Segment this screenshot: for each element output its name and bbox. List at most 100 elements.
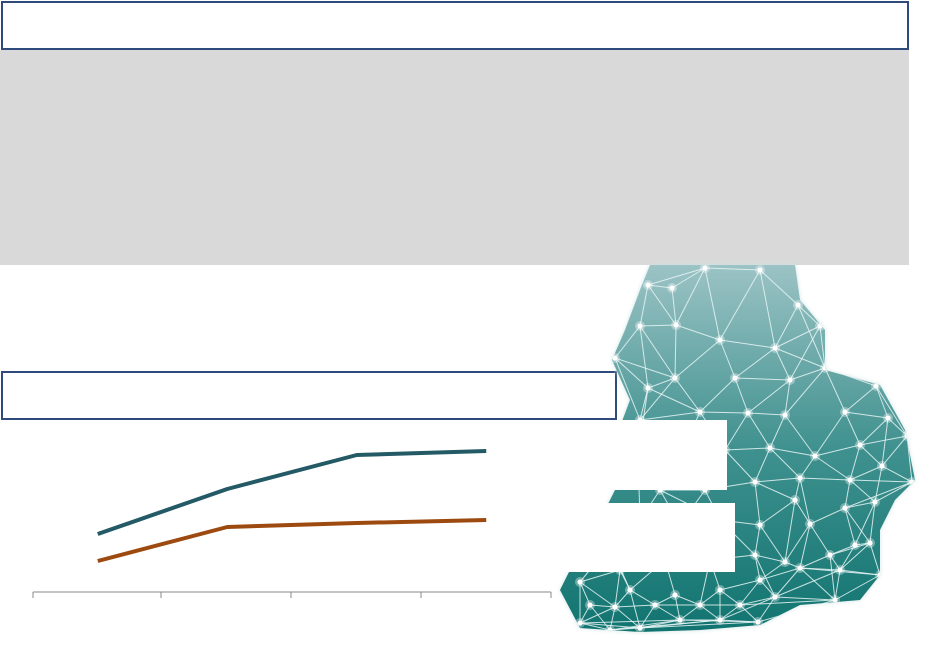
- network-edge: [704, 267, 721, 341]
- network-edge: [674, 339, 721, 379]
- network-node: [782, 412, 788, 418]
- network-edge: [579, 604, 591, 624]
- network-edge: [844, 501, 876, 509]
- network-edge: [819, 325, 826, 369]
- series-line: [97, 518, 487, 563]
- network-node: [607, 627, 613, 632]
- network-edge: [639, 619, 721, 629]
- network-node: [697, 409, 703, 415]
- network-edge: [774, 567, 801, 598]
- header-box: [1, 1, 909, 50]
- network-edge: [754, 447, 771, 483]
- network-edge: [614, 325, 641, 359]
- network-edge: [739, 599, 836, 606]
- network-edge: [734, 377, 749, 414]
- network-edge: [809, 523, 831, 556]
- network-edge: [671, 267, 706, 289]
- network-node: [873, 383, 879, 389]
- network-edge: [647, 377, 676, 389]
- network-edge: [747, 379, 791, 414]
- network-node: [782, 559, 788, 565]
- network-edge: [639, 324, 677, 327]
- network-edge: [719, 339, 736, 379]
- network-edge: [654, 604, 681, 621]
- network-edge: [609, 619, 681, 631]
- network-node: [877, 572, 883, 578]
- network-edge: [814, 455, 851, 481]
- network-edge: [844, 479, 851, 509]
- network-edge: [797, 304, 821, 327]
- network-edge: [754, 481, 796, 501]
- network-node: [752, 552, 758, 558]
- network-edge: [797, 304, 826, 369]
- network-node: [732, 375, 738, 381]
- network-edge: [754, 554, 786, 563]
- network-node: [645, 385, 651, 391]
- network-node: [612, 355, 618, 361]
- network-edge: [674, 594, 701, 606]
- network-node: [637, 625, 643, 631]
- network-edge: [784, 414, 816, 457]
- network-node: [787, 377, 793, 383]
- network-edge: [639, 619, 681, 629]
- network-edge: [794, 499, 811, 525]
- network-node: [717, 587, 723, 593]
- network-edge: [614, 569, 621, 608]
- network-node: [795, 302, 801, 308]
- network-edge: [834, 574, 881, 601]
- network-edge: [589, 604, 611, 631]
- network-node: [577, 620, 583, 626]
- network-edge: [579, 606, 616, 624]
- network-edge: [774, 596, 836, 601]
- network-edge: [759, 269, 776, 349]
- network-edge: [614, 357, 641, 421]
- network-edge: [739, 596, 776, 606]
- network-edge: [614, 589, 631, 608]
- network-edge: [579, 581, 616, 608]
- network-node: [767, 445, 773, 451]
- network-node: [797, 475, 803, 481]
- network-node-glow: [902, 431, 912, 441]
- network-edge: [789, 367, 826, 381]
- network-edge: [809, 507, 846, 525]
- network-edge: [719, 589, 741, 606]
- network-edge: [859, 435, 908, 446]
- network-edge: [859, 444, 883, 467]
- network-edge: [834, 569, 841, 601]
- network-node: [669, 285, 675, 291]
- network-edge: [774, 347, 791, 381]
- network-edge: [734, 347, 776, 379]
- network-edge: [675, 267, 706, 326]
- network-edge: [699, 411, 749, 414]
- network-edge: [794, 477, 801, 501]
- network-node: [832, 597, 838, 603]
- network-edge: [814, 444, 861, 457]
- network-edge: [759, 561, 786, 581]
- network-edge: [829, 542, 871, 556]
- network-edge: [647, 387, 701, 413]
- network-edge: [784, 367, 826, 416]
- network-edge: [739, 604, 759, 623]
- network-node: [587, 602, 593, 608]
- network-edge: [784, 523, 811, 563]
- banner-panel: [0, 50, 909, 265]
- network-edge: [619, 569, 631, 591]
- series-line: [97, 449, 487, 536]
- network-edge: [699, 604, 721, 621]
- network-edge: [654, 594, 676, 606]
- network-edge: [754, 477, 801, 483]
- network-node: [904, 433, 910, 439]
- network-edge: [629, 589, 656, 606]
- network-edge: [881, 417, 889, 467]
- network-edge: [839, 544, 856, 571]
- network-edge: [614, 604, 656, 608]
- network-edge: [614, 357, 676, 379]
- network-edge: [734, 377, 791, 381]
- network-edge: [844, 385, 877, 413]
- network-edge: [799, 477, 811, 525]
- network-edge: [789, 325, 821, 381]
- network-edge: [719, 339, 776, 349]
- network-node: [807, 521, 813, 527]
